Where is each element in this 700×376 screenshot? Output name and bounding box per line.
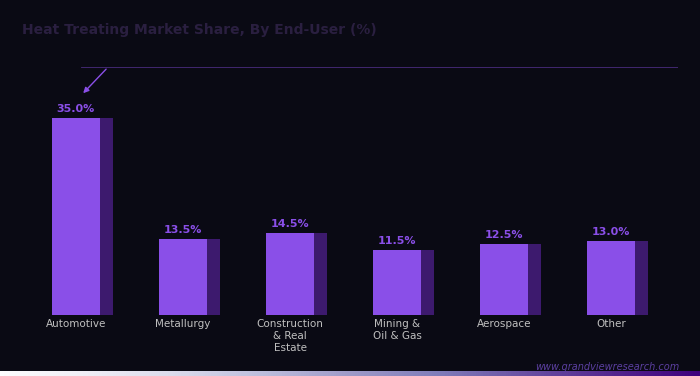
Text: 13.5%: 13.5% [164,225,202,235]
Text: 35.0%: 35.0% [57,104,95,114]
Bar [266,233,314,314]
Bar [159,239,207,314]
Bar [600,241,648,314]
Text: www.grandviewresearch.com: www.grandviewresearch.com [535,362,679,372]
Bar [480,244,528,314]
Bar [386,250,434,314]
Text: Heat Treating Market Share, By End-User (%): Heat Treating Market Share, By End-User … [22,23,377,36]
Bar [587,241,636,314]
Text: 13.0%: 13.0% [592,227,631,238]
Bar [52,118,100,314]
Bar [373,250,421,314]
Bar [279,233,327,314]
Text: 14.5%: 14.5% [271,219,309,229]
Bar [64,118,113,314]
Bar [493,244,541,314]
Text: 12.5%: 12.5% [485,230,524,240]
Bar [172,239,220,314]
Text: 11.5%: 11.5% [378,236,416,246]
